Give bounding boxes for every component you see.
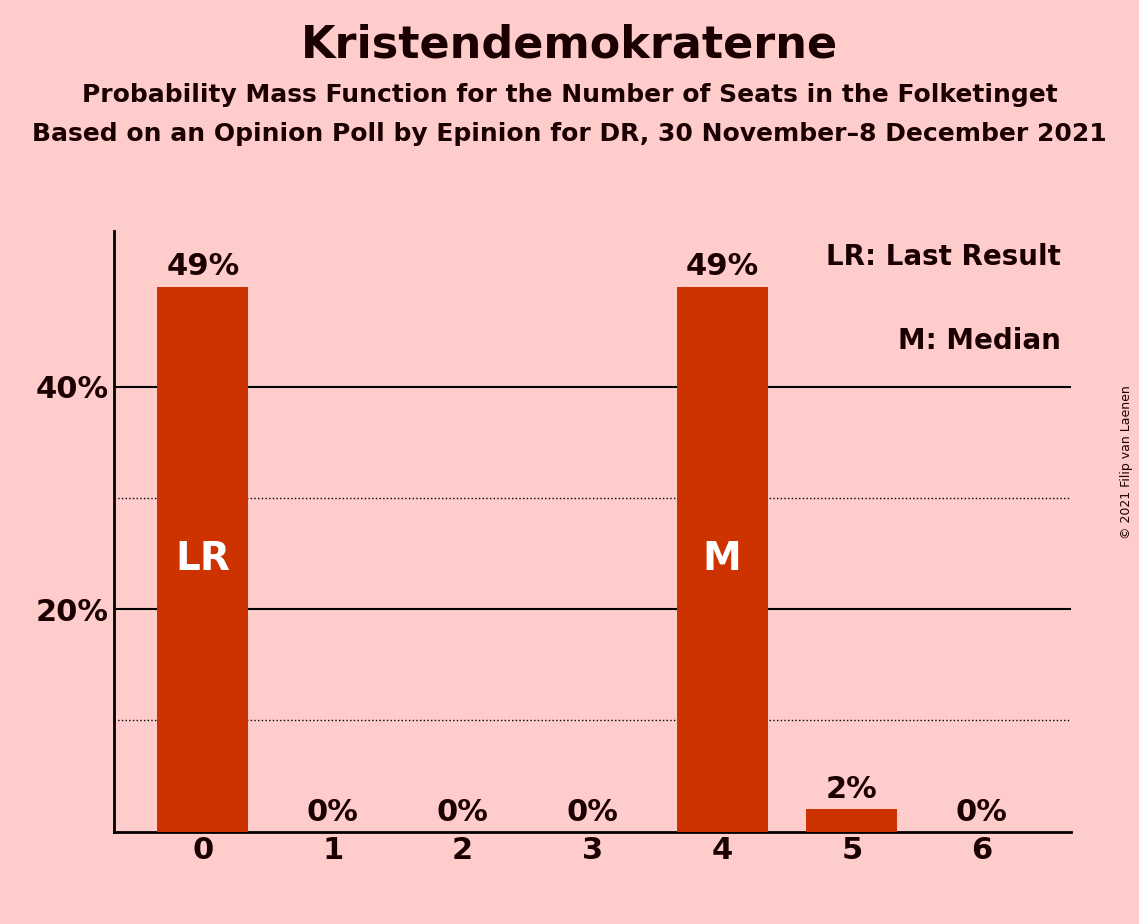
Text: LR: LR	[175, 541, 230, 578]
Text: 49%: 49%	[166, 252, 239, 281]
Text: 0%: 0%	[566, 798, 618, 827]
Bar	[157, 286, 248, 832]
Text: M: M	[703, 541, 741, 578]
Text: M: Median: M: Median	[899, 327, 1062, 355]
Text: Kristendemokraterne: Kristendemokraterne	[301, 23, 838, 67]
Text: 49%: 49%	[686, 252, 759, 281]
Text: 0%: 0%	[436, 798, 489, 827]
Text: Based on an Opinion Poll by Epinion for DR, 30 November–8 December 2021: Based on an Opinion Poll by Epinion for …	[32, 122, 1107, 146]
Text: Probability Mass Function for the Number of Seats in the Folketinget: Probability Mass Function for the Number…	[82, 83, 1057, 107]
Text: 0%: 0%	[956, 798, 1008, 827]
Text: 2%: 2%	[826, 775, 878, 804]
Text: 0%: 0%	[306, 798, 359, 827]
Bar	[677, 286, 768, 832]
Text: © 2021 Filip van Laenen: © 2021 Filip van Laenen	[1121, 385, 1133, 539]
Text: LR: Last Result: LR: Last Result	[826, 243, 1062, 271]
Bar	[806, 809, 898, 832]
